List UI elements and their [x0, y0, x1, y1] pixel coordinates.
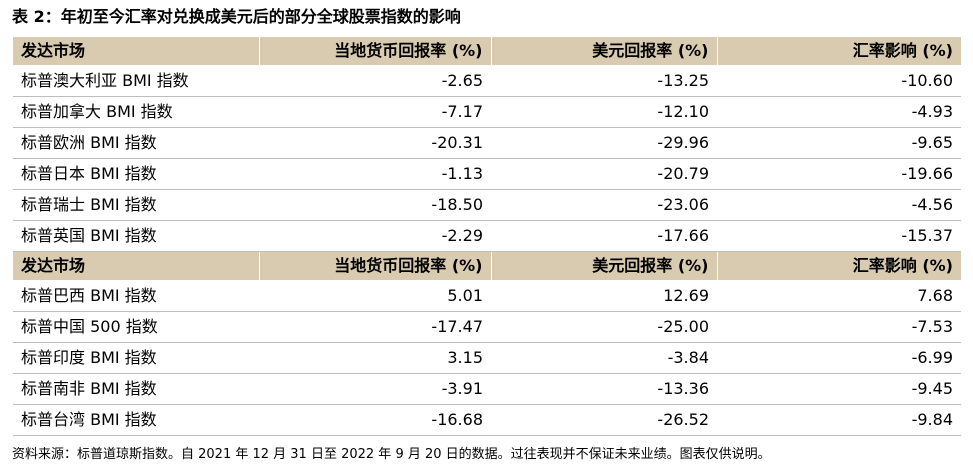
source-footnote: 资料来源：标普道琼斯指数。自 2021 年 12 月 31 日至 2022 年 …: [12, 447, 771, 462]
table-row: 标普台湾 BMI 指数 -16.68 -26.52 -9.84: [13, 404, 961, 436]
table-row: 标普南非 BMI 指数 -3.91 -13.36 -9.45: [13, 373, 961, 405]
fx-impact-value: -15.37: [717, 220, 961, 252]
table-row: 标普欧洲 BMI 指数 -20.31 -29.96 -9.65: [13, 127, 961, 159]
header-usd-return: 美元回报率 (%): [490, 36, 717, 66]
header-local-return: 当地货币回报率 (%): [258, 251, 491, 281]
usd-return-value: -12.10: [491, 96, 717, 128]
index-name: 标普印度 BMI 指数: [13, 342, 259, 374]
usd-return-value: -20.79: [491, 158, 717, 190]
usd-return-value: -13.25: [491, 65, 717, 97]
local-return-value: -2.65: [259, 65, 491, 97]
index-name: 标普瑞士 BMI 指数: [13, 189, 259, 221]
index-name: 标普澳大利亚 BMI 指数: [13, 65, 259, 97]
local-return-value: 5.01: [259, 280, 491, 312]
table-row: 标普日本 BMI 指数 -1.13 -20.79 -19.66: [13, 158, 961, 190]
usd-return-value: 12.69: [491, 280, 717, 312]
table-row: 标普加拿大 BMI 指数 -7.17 -12.10 -4.93: [13, 96, 961, 128]
local-return-value: -18.50: [259, 189, 491, 221]
index-name: 标普中国 500 指数: [13, 311, 259, 343]
table-row: 标普澳大利亚 BMI 指数 -2.65 -13.25 -10.60: [13, 65, 961, 97]
usd-return-value: -25.00: [491, 311, 717, 343]
table-row: 标普瑞士 BMI 指数 -18.50 -23.06 -4.56: [13, 189, 961, 221]
local-return-value: -1.13: [259, 158, 491, 190]
table-title: 表 2：年初至今汇率对兑换成美元后的部分全球股票指数的影响: [12, 7, 461, 26]
fx-impact-value: -9.84: [717, 404, 961, 436]
usd-return-value: -26.52: [491, 404, 717, 436]
table-row: 标普中国 500 指数 -17.47 -25.00 -7.53: [13, 311, 961, 343]
local-return-value: -2.29: [259, 220, 491, 252]
fx-impact-value: -19.66: [717, 158, 961, 190]
fx-impact-value: -4.93: [717, 96, 961, 128]
index-name: 标普欧洲 BMI 指数: [13, 127, 259, 159]
local-return-value: -16.68: [259, 404, 491, 436]
fx-impact-value: -10.60: [717, 65, 961, 97]
table-row: 标普巴西 BMI 指数 5.01 12.69 7.68: [13, 280, 961, 312]
index-name: 标普巴西 BMI 指数: [13, 280, 259, 312]
header-row-second: 发达市场 当地货币回报率 (%) 美元回报率 (%) 汇率影响 (%): [13, 251, 961, 281]
index-name: 标普日本 BMI 指数: [13, 158, 259, 190]
index-name: 标普加拿大 BMI 指数: [13, 96, 259, 128]
usd-return-value: -13.36: [491, 373, 717, 405]
fx-impact-value: -6.99: [717, 342, 961, 374]
table-row: 标普印度 BMI 指数 3.15 -3.84 -6.99: [13, 342, 961, 374]
fx-impact-value: -9.45: [717, 373, 961, 405]
index-name: 标普南非 BMI 指数: [13, 373, 259, 405]
usd-return-value: -17.66: [491, 220, 717, 252]
index-name: 标普英国 BMI 指数: [13, 220, 259, 252]
usd-return-value: -29.96: [491, 127, 717, 159]
local-return-value: 3.15: [259, 342, 491, 374]
header-fx-impact: 汇率影响 (%): [716, 251, 961, 281]
fx-impact-value: 7.68: [717, 280, 961, 312]
local-return-value: -20.31: [259, 127, 491, 159]
fx-impact-value: -9.65: [717, 127, 961, 159]
index-name: 标普台湾 BMI 指数: [13, 404, 259, 436]
header-market: 发达市场: [13, 36, 259, 66]
header-fx-impact: 汇率影响 (%): [716, 36, 961, 66]
usd-return-value: -23.06: [491, 189, 717, 221]
header-market: 发达市场: [13, 251, 259, 281]
header-row-developed: 发达市场 当地货币回报率 (%) 美元回报率 (%) 汇率影响 (%): [13, 36, 961, 66]
fx-impact-table: 发达市场 当地货币回报率 (%) 美元回报率 (%) 汇率影响 (%) 标普澳大…: [13, 36, 961, 436]
header-local-return: 当地货币回报率 (%): [258, 36, 491, 66]
fx-impact-value: -4.56: [717, 189, 961, 221]
table-row: 标普英国 BMI 指数 -2.29 -17.66 -15.37: [13, 220, 961, 252]
local-return-value: -17.47: [259, 311, 491, 343]
local-return-value: -7.17: [259, 96, 491, 128]
local-return-value: -3.91: [259, 373, 491, 405]
fx-impact-value: -7.53: [717, 311, 961, 343]
header-usd-return: 美元回报率 (%): [490, 251, 717, 281]
usd-return-value: -3.84: [491, 342, 717, 374]
